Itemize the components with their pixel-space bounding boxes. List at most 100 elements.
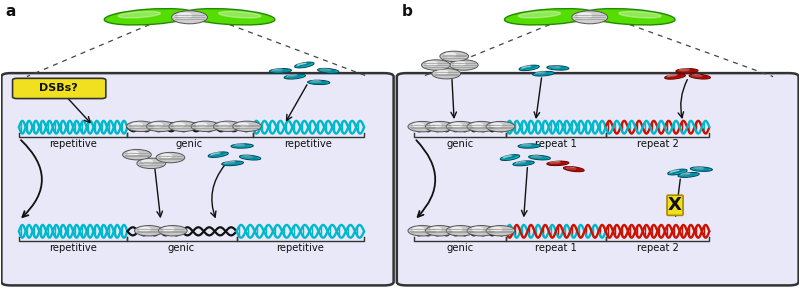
Ellipse shape bbox=[270, 69, 291, 73]
Circle shape bbox=[137, 158, 166, 168]
Circle shape bbox=[446, 121, 475, 132]
Text: repeat 2: repeat 2 bbox=[637, 139, 678, 149]
Ellipse shape bbox=[566, 167, 576, 169]
Circle shape bbox=[191, 121, 220, 131]
Circle shape bbox=[422, 60, 450, 70]
Circle shape bbox=[491, 227, 502, 231]
Circle shape bbox=[142, 160, 153, 164]
Ellipse shape bbox=[689, 74, 710, 79]
Ellipse shape bbox=[536, 72, 546, 74]
Ellipse shape bbox=[668, 169, 687, 175]
Ellipse shape bbox=[563, 166, 584, 172]
Text: genic: genic bbox=[446, 139, 474, 149]
Ellipse shape bbox=[668, 75, 677, 77]
Text: repeat 1: repeat 1 bbox=[534, 139, 576, 149]
Ellipse shape bbox=[211, 153, 220, 155]
Ellipse shape bbox=[619, 11, 661, 18]
Ellipse shape bbox=[287, 75, 297, 77]
Circle shape bbox=[139, 227, 150, 231]
Circle shape bbox=[171, 11, 207, 24]
Circle shape bbox=[472, 123, 482, 127]
Ellipse shape bbox=[311, 81, 321, 82]
Circle shape bbox=[451, 227, 462, 231]
Circle shape bbox=[151, 123, 162, 127]
Ellipse shape bbox=[225, 161, 234, 164]
Circle shape bbox=[413, 123, 424, 127]
Text: a: a bbox=[6, 4, 16, 19]
Circle shape bbox=[445, 53, 456, 57]
Ellipse shape bbox=[183, 8, 275, 25]
Circle shape bbox=[572, 11, 608, 24]
Text: X: X bbox=[668, 196, 682, 214]
Ellipse shape bbox=[676, 69, 698, 73]
Circle shape bbox=[486, 225, 515, 236]
Text: genic: genic bbox=[168, 243, 195, 253]
Circle shape bbox=[430, 123, 442, 127]
Circle shape bbox=[467, 225, 496, 236]
Text: DSBs?: DSBs? bbox=[39, 84, 78, 93]
Ellipse shape bbox=[547, 161, 569, 166]
Circle shape bbox=[491, 123, 502, 127]
Circle shape bbox=[233, 121, 262, 131]
Ellipse shape bbox=[321, 69, 330, 71]
Ellipse shape bbox=[234, 144, 245, 146]
Ellipse shape bbox=[298, 63, 306, 65]
Ellipse shape bbox=[242, 156, 252, 158]
Circle shape bbox=[440, 51, 469, 62]
Ellipse shape bbox=[518, 144, 540, 148]
Circle shape bbox=[169, 121, 198, 131]
Text: repeat 2: repeat 2 bbox=[637, 243, 678, 253]
Circle shape bbox=[174, 123, 185, 127]
Ellipse shape bbox=[583, 8, 675, 25]
Ellipse shape bbox=[681, 173, 690, 175]
Circle shape bbox=[156, 152, 185, 163]
Ellipse shape bbox=[503, 155, 512, 158]
Ellipse shape bbox=[307, 80, 330, 85]
Circle shape bbox=[486, 121, 515, 132]
Ellipse shape bbox=[231, 144, 254, 148]
Text: genic: genic bbox=[176, 139, 203, 149]
Text: repeat 1: repeat 1 bbox=[534, 243, 576, 253]
Circle shape bbox=[408, 121, 437, 132]
Text: repetitive: repetitive bbox=[277, 243, 324, 253]
Circle shape bbox=[131, 123, 142, 127]
Circle shape bbox=[158, 225, 187, 236]
Ellipse shape bbox=[294, 62, 314, 68]
Ellipse shape bbox=[547, 66, 569, 70]
Circle shape bbox=[134, 225, 163, 236]
Ellipse shape bbox=[318, 68, 339, 73]
Circle shape bbox=[161, 154, 172, 158]
Ellipse shape bbox=[513, 161, 534, 166]
Circle shape bbox=[451, 123, 462, 127]
Ellipse shape bbox=[208, 152, 228, 157]
Circle shape bbox=[437, 70, 448, 74]
Circle shape bbox=[426, 121, 454, 132]
Circle shape bbox=[426, 225, 454, 236]
FancyBboxPatch shape bbox=[397, 73, 798, 285]
Circle shape bbox=[446, 225, 475, 236]
Ellipse shape bbox=[118, 11, 161, 18]
Ellipse shape bbox=[239, 155, 261, 160]
Text: repetitive: repetitive bbox=[50, 139, 97, 149]
FancyBboxPatch shape bbox=[2, 73, 394, 285]
Circle shape bbox=[127, 151, 138, 155]
Ellipse shape bbox=[550, 161, 560, 164]
Ellipse shape bbox=[218, 11, 261, 18]
Circle shape bbox=[430, 227, 442, 231]
FancyBboxPatch shape bbox=[13, 78, 106, 99]
Circle shape bbox=[454, 62, 466, 65]
Circle shape bbox=[472, 227, 482, 231]
Ellipse shape bbox=[550, 66, 560, 68]
Ellipse shape bbox=[533, 71, 554, 76]
Ellipse shape bbox=[222, 161, 243, 166]
Ellipse shape bbox=[678, 173, 699, 177]
Circle shape bbox=[467, 121, 496, 132]
Text: repetitive: repetitive bbox=[50, 243, 97, 253]
Circle shape bbox=[413, 227, 424, 231]
Circle shape bbox=[432, 69, 461, 79]
Ellipse shape bbox=[522, 66, 531, 68]
Circle shape bbox=[178, 13, 191, 18]
Ellipse shape bbox=[284, 74, 306, 79]
Text: repetitive: repetitive bbox=[284, 139, 332, 149]
Ellipse shape bbox=[518, 11, 561, 18]
